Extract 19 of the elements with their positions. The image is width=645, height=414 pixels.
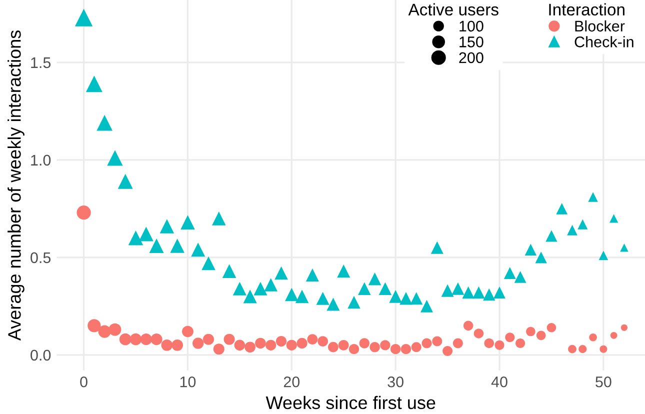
legend-label: Check-in bbox=[574, 36, 634, 48]
y-tick-label: 1.5 bbox=[31, 57, 51, 68]
y-axis-title: Average number of weekly interactions bbox=[8, 30, 24, 341]
x-tick-label: 50 bbox=[596, 376, 612, 388]
x-tick-label: 30 bbox=[388, 376, 404, 388]
legend-label: Blocker bbox=[575, 20, 625, 32]
legend-label: 150 bbox=[460, 36, 484, 48]
x-tick-label: 40 bbox=[491, 376, 508, 388]
y-tick-label: 1.0 bbox=[31, 154, 51, 166]
text: Interaction bbox=[549, 3, 624, 16]
x-tick-label: 20 bbox=[284, 376, 300, 388]
legend-label: 100 bbox=[460, 20, 484, 32]
x-tick-label: 10 bbox=[180, 376, 196, 388]
x-axis-title: Weeks since first use bbox=[266, 396, 436, 410]
y-tick-label: 0.0 bbox=[30, 350, 51, 361]
x-tick-label: 0 bbox=[80, 376, 88, 388]
legend-label: 200 bbox=[459, 52, 484, 64]
text: Active users bbox=[408, 3, 498, 16]
y-tick-label: 0.5 bbox=[30, 252, 51, 264]
